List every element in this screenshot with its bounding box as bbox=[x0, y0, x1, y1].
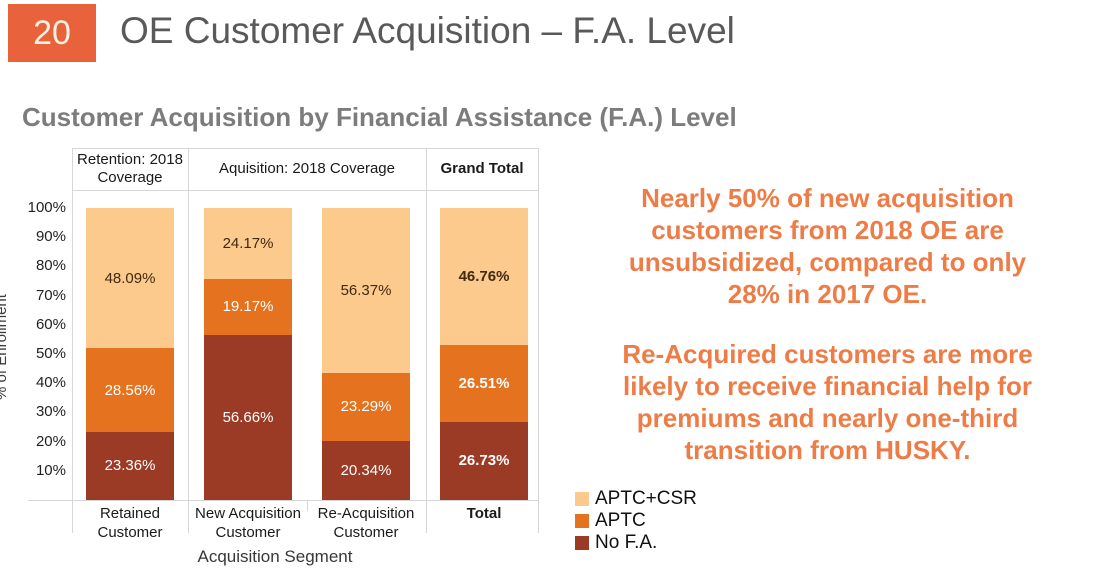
bar-segment-aptc-csr: 56.37% bbox=[322, 208, 410, 373]
bar-segment-aptc-csr: 24.17% bbox=[204, 208, 292, 279]
y-tick-label: 90% bbox=[35, 228, 66, 246]
y-tick-label: 30% bbox=[35, 403, 66, 421]
bar-segment-aptc-csr: 46.76% bbox=[440, 208, 528, 345]
chart-header-top-border bbox=[72, 148, 538, 149]
insight-text-line: transition from HUSKY. bbox=[684, 435, 971, 465]
y-tick-label: 100% bbox=[27, 199, 66, 216]
chart-section-divider bbox=[72, 148, 73, 533]
category-tick bbox=[307, 500, 308, 511]
bar-segment-label: 56.66% bbox=[222, 408, 274, 426]
slide-subtitle: Customer Acquisition by Financial Assist… bbox=[22, 102, 737, 132]
slide-title: OE Customer Acquisition – F.A. Level bbox=[120, 10, 735, 51]
x-category-label: Retained Customer bbox=[97, 505, 163, 541]
insight-text-line: Re-Acquired customers are more bbox=[622, 339, 1033, 369]
bar-segment-label: 26.73% bbox=[458, 452, 510, 470]
slide-number-badge: 20 bbox=[8, 4, 96, 62]
group-header-label: Aquisition: 2018 Coverage bbox=[219, 160, 395, 177]
y-tick-label: 60% bbox=[35, 315, 66, 333]
bar-segment-label: 20.34% bbox=[340, 461, 392, 479]
legend-label: APTC bbox=[595, 510, 646, 531]
bar-segment-label: 28.56% bbox=[104, 381, 156, 399]
y-tick-label: 80% bbox=[35, 257, 66, 275]
bar-segment-label: 19.17% bbox=[222, 298, 274, 316]
insight-paragraph-2: Re-Acquired customers are more likely to … bbox=[555, 338, 1100, 466]
bar-segment-no-f-a-: 23.36% bbox=[86, 431, 174, 501]
legend-item: APTC bbox=[575, 510, 697, 532]
y-tick-label: 10% bbox=[35, 461, 66, 479]
y-tick-label: 70% bbox=[35, 286, 66, 304]
bar-segment-label: 56.37% bbox=[340, 281, 392, 299]
insight-text-line: unsubsidized, compared to only bbox=[628, 247, 1027, 277]
insight-text-line: customers from 2018 OE are bbox=[651, 215, 1004, 245]
bar-segment-aptc: 19.17% bbox=[204, 278, 292, 335]
bar-segment-aptc-csr: 48.09% bbox=[86, 208, 174, 349]
group-header-cell: Retention: 2018 Coverage bbox=[73, 149, 187, 189]
bar-segment-aptc: 28.56% bbox=[86, 348, 174, 432]
legend-item: No F.A. bbox=[575, 532, 697, 554]
group-header-cell: Grand Total bbox=[427, 149, 537, 189]
insight-text-line: premiums and nearly one-third bbox=[636, 403, 1019, 433]
bar-segment-aptc: 23.29% bbox=[322, 372, 410, 441]
legend-swatch bbox=[575, 536, 589, 550]
chart-section-divider bbox=[188, 148, 189, 533]
bar-segment-label: 23.29% bbox=[340, 398, 392, 416]
legend-swatch bbox=[575, 514, 589, 528]
insight-text-line: Nearly 50% of new acquisition bbox=[641, 183, 1014, 213]
bar-segment-label: 26.51% bbox=[458, 374, 510, 392]
chart-legend: APTC+CSR APTC No F.A. bbox=[575, 488, 697, 554]
legend-swatch bbox=[575, 492, 589, 506]
legend-label: No F.A. bbox=[595, 532, 658, 553]
bar-segment-no-f-a-: 26.73% bbox=[440, 421, 528, 500]
bar-segment-label: 48.09% bbox=[104, 269, 156, 287]
x-category-label: New Acquisition Customer bbox=[195, 505, 301, 541]
bar-segment-aptc: 26.51% bbox=[440, 344, 528, 422]
group-header-label: Retention: 2018 Coverage bbox=[77, 151, 183, 186]
chart-baseline bbox=[28, 500, 538, 501]
y-tick-label: 40% bbox=[35, 374, 66, 392]
insight-text-line: 28% in 2017 OE. bbox=[727, 279, 928, 309]
bar-segment-label: 23.36% bbox=[104, 457, 156, 475]
insight-paragraph-1: Nearly 50% of new acquisition customers f… bbox=[555, 182, 1100, 310]
bar-segment-no-f-a-: 56.66% bbox=[204, 334, 292, 500]
x-category-label: Re-Acquisition Customer bbox=[317, 505, 415, 541]
legend-item: APTC+CSR bbox=[575, 488, 697, 510]
chart-section-divider bbox=[538, 148, 539, 533]
insight-text-line: likely to receive financial help for bbox=[623, 371, 1032, 401]
legend-label: APTC+CSR bbox=[595, 488, 697, 509]
y-tick-label: 50% bbox=[35, 345, 66, 362]
chart-header-bottom-border bbox=[72, 190, 538, 191]
bar-segment-label: 46.76% bbox=[458, 267, 510, 285]
x-category-label: Total bbox=[466, 505, 502, 522]
y-tick-label: 20% bbox=[35, 432, 66, 450]
bar-segment-no-f-a-: 20.34% bbox=[322, 440, 410, 500]
bar-segment-label: 24.17% bbox=[222, 234, 274, 252]
chart-section-divider bbox=[426, 148, 427, 533]
group-header-label: Grand Total bbox=[440, 160, 524, 177]
group-header-cell: Aquisition: 2018 Coverage bbox=[189, 149, 425, 189]
x-axis-title: Acquisition Segment bbox=[197, 547, 353, 566]
